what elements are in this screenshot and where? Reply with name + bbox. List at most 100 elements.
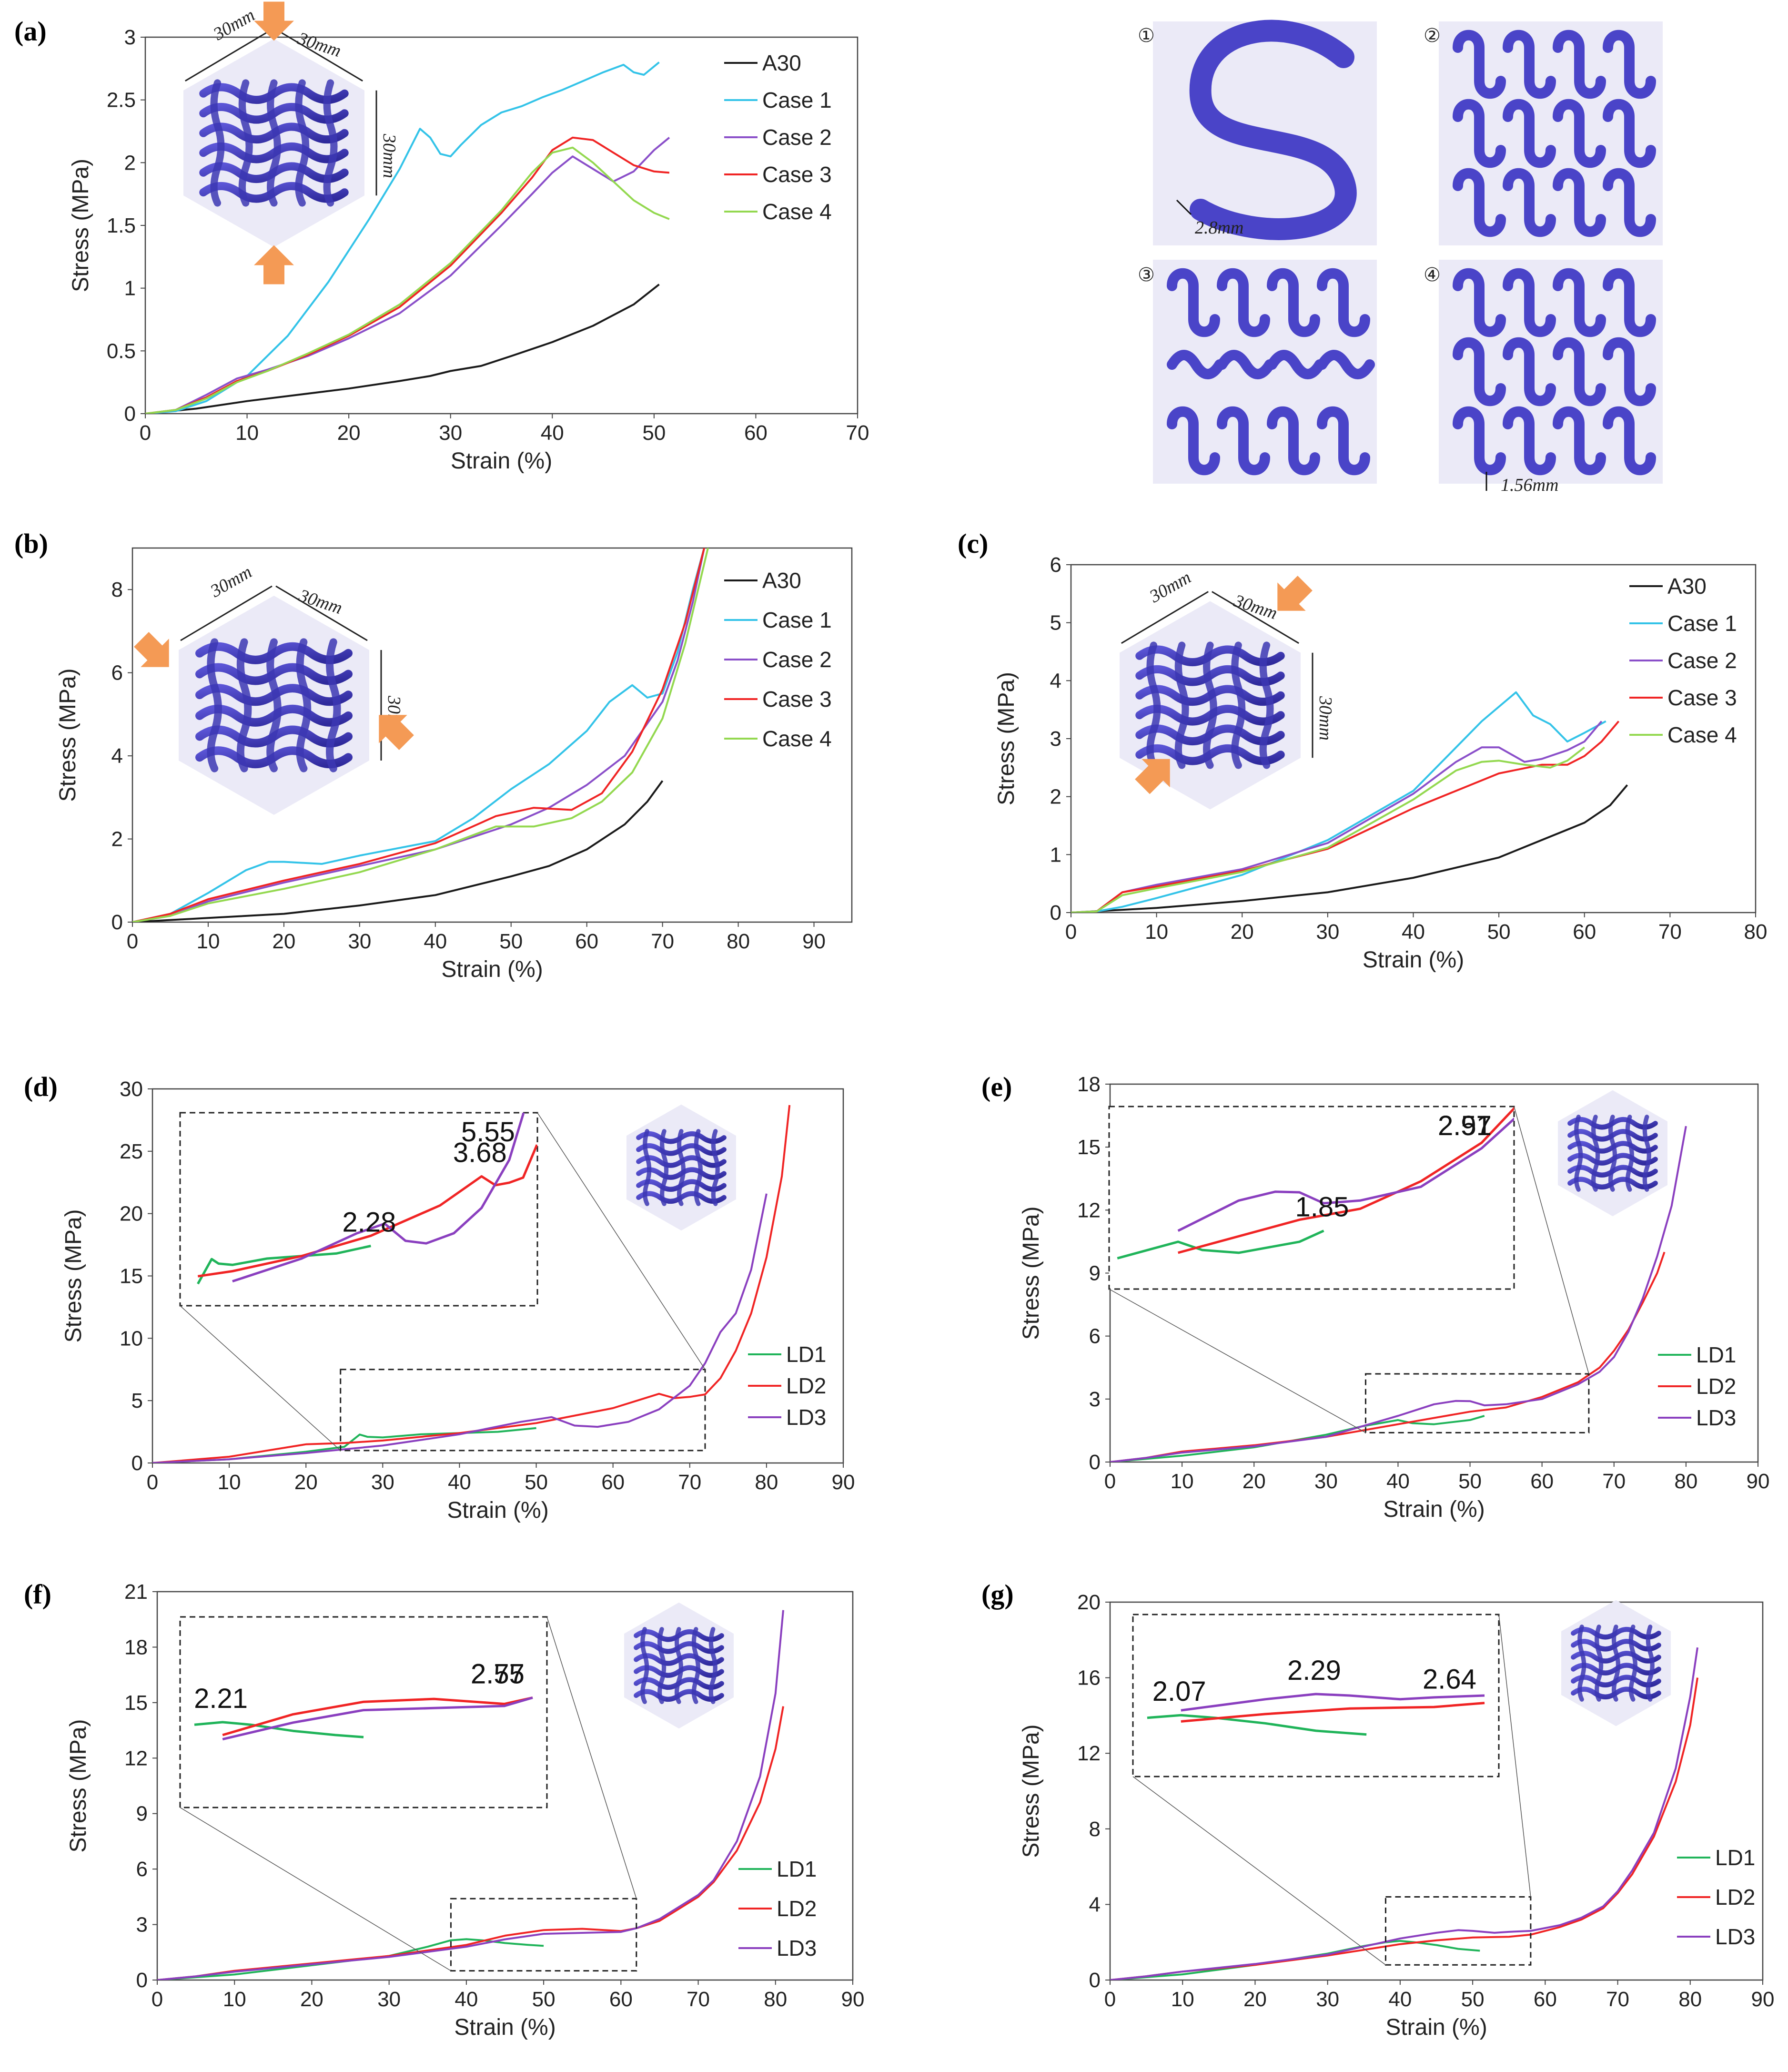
chart-e-series-ld1 (1110, 1415, 1485, 1462)
chart-f-xtick-label: 30 (377, 1988, 401, 2011)
serpentine-strut (1503, 337, 1556, 406)
unit-cell-3: ③ (1138, 260, 1377, 484)
chart-f-inset-peak-label-ld3: 2.55 (471, 1658, 525, 1689)
serpentine-strut (1603, 99, 1656, 168)
chart-a-cube-dim-c: 30mm (379, 133, 399, 178)
chart-f: 0 10 20 30 40 50 60 70 80 90 0 3 6 9 12 15 18 21 Strain (%… (66, 1580, 864, 2040)
chart-a-legend-label-case-1: Case 1 (762, 88, 832, 112)
chart-d-xtick-label: 20 (294, 1471, 318, 1494)
chart-g-ytick-label: 20 (1077, 1591, 1101, 1614)
chart-e-inset-series-ld1 (1117, 1229, 1324, 1259)
serpentine-strut (1267, 406, 1320, 476)
chart-b-xtick-label: 0 (127, 930, 138, 953)
chart-g-inset-peak-label-ld3: 2.29 (1287, 1655, 1341, 1686)
chart-c-xtick-label: 0 (1065, 920, 1077, 944)
chart-d-inset-peak-label-ld1: 2.28 (342, 1207, 396, 1238)
panel-label-f: (f) (24, 1579, 51, 1610)
chart-g-xtick-label: 80 (1678, 1988, 1702, 2011)
chart-b-cube-strut-column (326, 638, 341, 772)
chart-e-icon-strut-column (1574, 1115, 1583, 1192)
chart-d-icon-strut-column (677, 1129, 686, 1206)
chart-e-lattice-icon (1558, 1090, 1667, 1217)
serpentine-strut (1453, 406, 1506, 476)
chart-e-ytick-label: 9 (1089, 1262, 1101, 1285)
chart-b-plot-frame (131, 547, 853, 923)
chart-a-series-case-4 (145, 146, 670, 414)
chart-e-xtick-label: 50 (1458, 1470, 1482, 1493)
chart-c-xtick-label: 50 (1487, 920, 1511, 944)
chart-c-xtick-label: 10 (1145, 920, 1168, 944)
serpentine-strut (1503, 406, 1556, 476)
chart-d-legend-label-ld3: LD3 (786, 1405, 826, 1430)
chart-f-ytick-label: 12 (124, 1747, 148, 1770)
unit-cell-2: ② (1424, 21, 1663, 245)
chart-c-xtick-label: 70 (1658, 920, 1682, 944)
serpentine-strut (1503, 168, 1556, 237)
chart-d-inset-frame (179, 1112, 538, 1307)
chart-d-zoom-region (340, 1369, 706, 1452)
chart-d-ytick-label: 5 (131, 1389, 143, 1412)
serpentine-strut (1603, 337, 1656, 406)
chart-e-icon-strut-column (1625, 1115, 1634, 1192)
chart-f-inset-series-ld3 (222, 1696, 533, 1741)
chart-e-ytick-label: 12 (1077, 1199, 1101, 1222)
chart-g-legend-label-ld1: LD1 (1715, 1845, 1755, 1870)
chart-f-ytick-label: 3 (136, 1913, 148, 1937)
chart-g-series-ld3 (1110, 1647, 1698, 1980)
chart-d-xtick-label: 60 (601, 1471, 625, 1494)
chart-e-inset-series-ld2 (1178, 1107, 1514, 1254)
chart-b-cube-strut-column (207, 638, 222, 772)
serpentine-strut (1503, 268, 1556, 337)
chart-b-cube-strut-column (236, 638, 252, 772)
chart-d-inset-peak-label-ld3: 5.55 (461, 1117, 515, 1148)
panel-label-b: (b) (14, 528, 48, 559)
chart-c-load-arrow-upper-shape (1277, 576, 1313, 611)
chart-g-inset-peak-label-ld2: 2.64 (1423, 1664, 1476, 1695)
chart-a-cube-strut-column (323, 79, 338, 207)
chart-a-ytick-label: 0.5 (107, 339, 136, 363)
chart-c-legend-label-case-3: Case 3 (1667, 685, 1737, 710)
serpentine-strut (1603, 30, 1656, 99)
chart-c-cube-dim-a: 30mm (1146, 567, 1194, 607)
serpentine-strut (1553, 337, 1606, 406)
chart-e-ylabel: Stress (MPa) (1019, 1206, 1044, 1340)
chart-e-ytick-label: 18 (1077, 1073, 1101, 1096)
chart-a-load-arrow-top-shape (254, 1, 294, 41)
chart-a-ytick-label: 0 (124, 402, 136, 426)
chart-a-series-case-2 (145, 137, 670, 414)
chart-f-series-ld3 (157, 1610, 784, 1980)
unit-cell-1: ① 2.8mm (1138, 20, 1377, 245)
chart-a-cube-strut-column (266, 79, 282, 207)
chart-g-ytick-label: 16 (1077, 1666, 1101, 1690)
chart-g-inset-series-ld2 (1181, 1702, 1485, 1723)
chart-c-xlabel: Strain (%) (1363, 947, 1464, 973)
chart-d-lattice-icon (626, 1104, 736, 1231)
chart-a-xtick-label: 10 (235, 421, 259, 445)
chart-a-xtick-label: 0 (140, 421, 151, 445)
chart-g-icon-strut-column (1595, 1625, 1604, 1702)
chart-c-series-case-3 (1071, 721, 1620, 913)
chart-a-ytick-label: 2.5 (107, 89, 136, 112)
serpentine-strut (1317, 406, 1370, 476)
chart-f-legend-label-ld1: LD1 (777, 1857, 817, 1881)
chart-b-series-case-2 (132, 548, 706, 922)
chart-g-xlabel: Strain (%) (1385, 2015, 1487, 2040)
chart-b-xtick-label: 90 (802, 930, 826, 953)
chart-c-ytick-label: 4 (1050, 669, 1061, 692)
chart-e-xtick-label: 20 (1243, 1470, 1266, 1493)
chart-e-zoom-region (1364, 1373, 1590, 1433)
panel-label-c: (c) (958, 528, 988, 559)
chart-e-ytick-label: 0 (1089, 1451, 1101, 1474)
serpentine-strut (1267, 268, 1320, 337)
chart-f-inset-peak-label-ld1: 2.21 (194, 1683, 248, 1714)
chart-c-cube-strut-column (1259, 641, 1274, 769)
chart-a-ytick-label: 1 (124, 277, 136, 300)
chart-f-xtick-label: 60 (609, 1988, 633, 2011)
chart-d-xtick-label: 0 (147, 1471, 158, 1494)
chart-b-load-arrow-right (379, 715, 414, 750)
chart-b-load-arrow-right-shape (379, 715, 414, 750)
chart-b-ytick-label: 4 (111, 744, 123, 768)
chart-c-ytick-label: 0 (1050, 901, 1061, 924)
chart-g-xtick-label: 60 (1534, 1988, 1557, 2011)
